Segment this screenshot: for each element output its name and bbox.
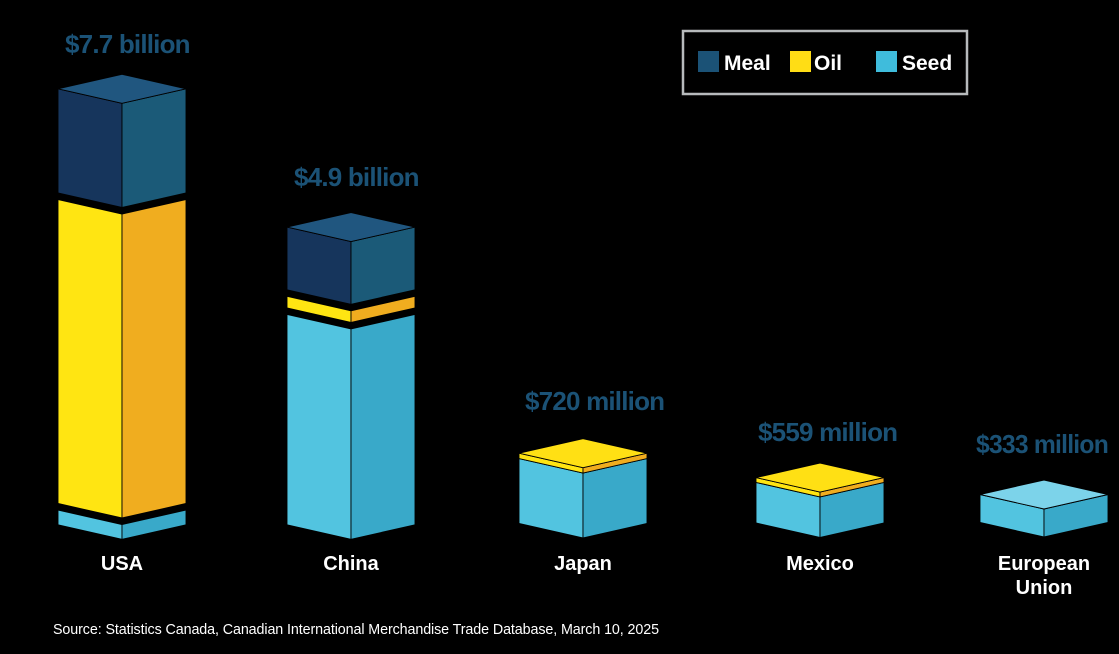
svg-text:Source: Statistics Canada, Can: Source: Statistics Canada, Canadian Inte… [53,622,659,638]
svg-text:$4.9 billion: $4.9 billion [294,162,419,192]
svg-text:China: China [323,553,379,575]
svg-text:$720 million: $720 million [525,386,664,416]
svg-text:Japan: Japan [554,553,612,575]
svg-text:$333 million: $333 million [976,429,1108,459]
svg-text:Union: Union [1016,577,1073,599]
svg-text:Seed: Seed [902,52,952,75]
svg-text:$7.7 billion: $7.7 billion [65,29,190,59]
svg-text:USA: USA [101,553,143,575]
svg-text:European: European [998,553,1090,575]
svg-text:$559 million: $559 million [758,417,897,447]
svg-text:Oil: Oil [814,52,842,75]
svg-text:Meal: Meal [724,52,771,75]
svg-text:Mexico: Mexico [786,553,854,575]
